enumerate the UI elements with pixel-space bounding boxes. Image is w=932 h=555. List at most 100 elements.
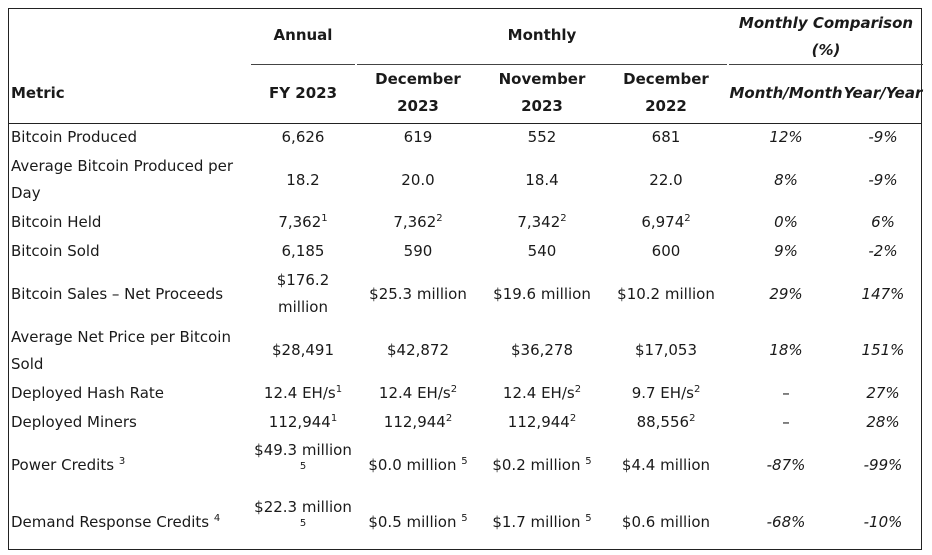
- row-nov23: 7,3422: [517, 213, 567, 231]
- row-fy: $49.3 million 5: [251, 439, 355, 473]
- footnote-ref: 3: [118, 456, 126, 467]
- row-fy: 7,3621: [278, 213, 328, 231]
- row-yoy: -9%: [868, 128, 898, 146]
- row-yoy: -10%: [863, 513, 903, 531]
- row-fy: 6,185: [281, 242, 325, 260]
- comparison-underline: [729, 64, 923, 65]
- row-dec23: 12.4 EH/s2: [378, 384, 458, 402]
- row-fy: 18.2: [286, 171, 320, 189]
- footnote-ref: 5: [585, 513, 592, 524]
- footnote-ref: 2: [574, 384, 582, 395]
- row-fy: $176.2 million: [276, 271, 330, 316]
- row-metric: Deployed Miners: [11, 413, 137, 431]
- row-nov23: $19.6 million: [493, 285, 591, 303]
- row-metric: Average Net Price per Bitcoin Sold: [11, 328, 231, 373]
- footnote-ref: 5: [585, 456, 592, 467]
- row-dec22: $0.6 million: [621, 513, 711, 531]
- row-dec22: 9.7 EH/s2: [631, 384, 701, 402]
- header-year-year: Year/Year: [843, 84, 923, 102]
- row-dec22: $4.4 million: [621, 456, 711, 474]
- annual-underline: [251, 64, 355, 65]
- header-nov-2023: November 2023: [498, 70, 586, 115]
- row-nov23: 112,9442: [507, 413, 577, 431]
- row-dec23: $0.0 million 5: [368, 456, 468, 474]
- row-yoy: -9%: [868, 171, 898, 189]
- row-yoy: 6%: [871, 213, 895, 231]
- row-metric: Power Credits 3: [11, 456, 126, 474]
- footnote-ref: 5: [299, 518, 307, 529]
- metrics-table: Annual Monthly Monthly Comparison (%) Me…: [8, 8, 923, 550]
- row-nov23: 540: [527, 242, 557, 260]
- row-metric: Bitcoin Held: [11, 213, 102, 231]
- row-mom: –: [782, 384, 790, 402]
- row-nov23: 18.4: [525, 171, 559, 189]
- footnote-ref: 2: [569, 413, 577, 424]
- row-mom: –: [782, 413, 790, 431]
- row-yoy: 28%: [866, 413, 900, 431]
- row-dec22: 88,5562: [636, 413, 696, 431]
- footnote-ref: 2: [436, 213, 443, 224]
- row-dec22: 22.0: [649, 171, 683, 189]
- row-nov23: $0.2 million 5: [492, 456, 592, 474]
- footnote-ref: 1: [330, 413, 338, 424]
- header-dec-2023: December 2023: [375, 70, 461, 115]
- row-metric: Bitcoin Sales – Net Proceeds: [11, 285, 224, 303]
- row-yoy: 147%: [861, 285, 905, 303]
- header-month-month: Month/Month: [729, 84, 843, 102]
- row-metric: Bitcoin Sold: [11, 242, 100, 260]
- row-dec23: $0.5 million 5: [368, 513, 468, 531]
- row-dec23: 619: [403, 128, 433, 146]
- row-dec23: 590: [403, 242, 433, 260]
- header-fy2023: FY 2023: [268, 84, 338, 102]
- header-metric: Metric: [11, 84, 65, 102]
- row-mom: -68%: [766, 513, 806, 531]
- row-dec22: $10.2 million: [617, 285, 715, 303]
- footnote-ref: 2: [684, 213, 691, 224]
- footnote-ref: 2: [693, 384, 701, 395]
- row-metric: Deployed Hash Rate: [11, 384, 164, 402]
- header-divider: [9, 123, 921, 124]
- footnote-ref: 2: [689, 413, 696, 424]
- row-mom: 18%: [769, 341, 803, 359]
- row-mom: 8%: [774, 171, 798, 189]
- row-metric: Average Bitcoin Produced per Day: [11, 157, 234, 202]
- row-yoy: 151%: [861, 341, 905, 359]
- row-mom: -87%: [766, 456, 806, 474]
- row-mom: 12%: [769, 128, 803, 146]
- row-fy: 6,626: [281, 128, 325, 146]
- row-mom: 29%: [769, 285, 803, 303]
- row-dec23: 20.0: [401, 171, 435, 189]
- row-fy: $22.3 million 5: [251, 496, 355, 530]
- footnote-ref: 2: [560, 213, 567, 224]
- row-nov23: $1.7 million 5: [492, 513, 592, 531]
- row-dec23: 7,3622: [393, 213, 443, 231]
- row-fy: $28,491: [271, 341, 335, 359]
- row-yoy: 27%: [866, 384, 900, 402]
- footnote-ref: 5: [461, 456, 468, 467]
- row-dec23: 112,9442: [383, 413, 453, 431]
- footnote-ref: 5: [461, 513, 468, 524]
- footnote-ref: 1: [321, 213, 328, 224]
- row-dec22: 681: [651, 128, 681, 146]
- header-monthly: Monthly: [507, 26, 577, 44]
- row-metric: Demand Response Credits 4: [11, 513, 221, 531]
- monthly-underline: [357, 64, 727, 65]
- footnote-ref: 1: [335, 384, 343, 395]
- row-mom: 9%: [774, 242, 798, 260]
- row-dec22: $17,053: [634, 341, 698, 359]
- row-yoy: -99%: [863, 456, 903, 474]
- row-dec22: 6,9742: [641, 213, 691, 231]
- row-fy: 12.4 EH/s1: [263, 384, 343, 402]
- footnote-ref: 2: [450, 384, 458, 395]
- footnote-ref: 2: [445, 413, 453, 424]
- row-nov23: 552: [527, 128, 557, 146]
- row-dec22: 600: [651, 242, 681, 260]
- row-dec23: $42,872: [386, 341, 450, 359]
- header-monthly-comparison: Monthly Comparison (%): [738, 14, 914, 59]
- row-nov23: 12.4 EH/s2: [502, 384, 582, 402]
- row-metric: Bitcoin Produced: [11, 128, 138, 146]
- row-nov23: $36,278: [510, 341, 574, 359]
- row-fy: 112,9441: [268, 413, 338, 431]
- header-dec-2022: December 2022: [623, 70, 709, 115]
- row-dec23: $25.3 million: [369, 285, 467, 303]
